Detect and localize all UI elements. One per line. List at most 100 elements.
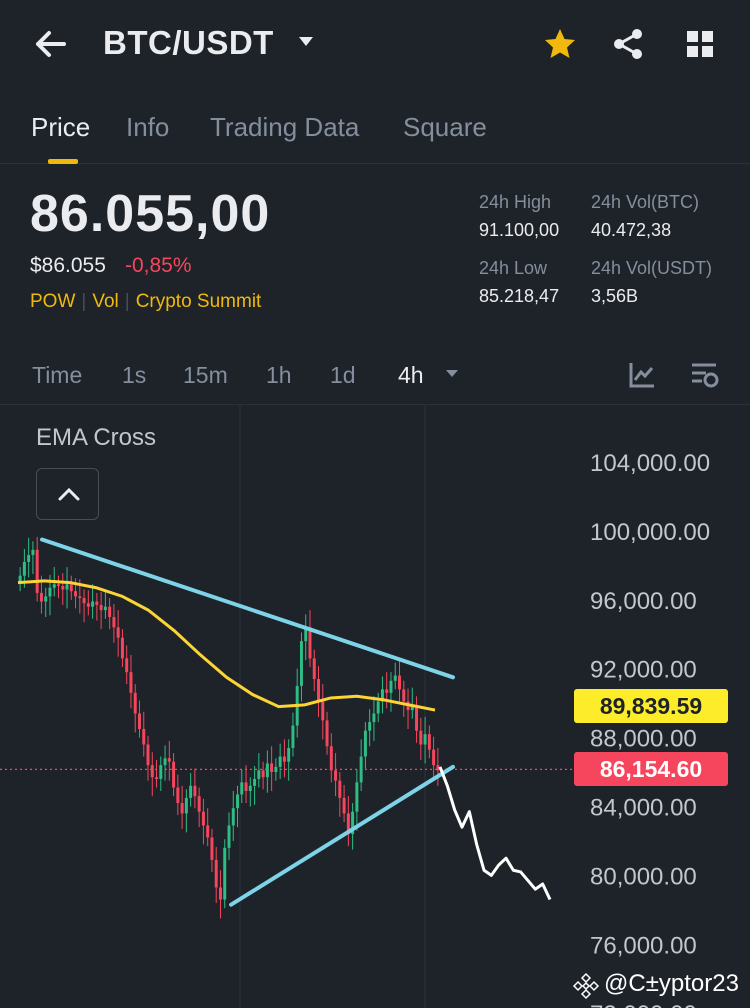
vol-usdt-value: 3,56B xyxy=(591,286,639,306)
candle-body xyxy=(398,675,401,690)
candle-body xyxy=(214,859,218,888)
candle-body xyxy=(69,584,73,592)
indicator-label: EMA Cross xyxy=(36,424,157,451)
last-price: 86.055,00 xyxy=(30,185,271,243)
candle-body xyxy=(346,813,350,835)
high-value: 91.100,00 xyxy=(479,220,560,240)
candle-body xyxy=(52,584,56,588)
tf-15m[interactable]: 15m xyxy=(183,362,228,388)
usd-value: $86.055 xyxy=(30,254,106,277)
ema-line xyxy=(17,579,436,712)
tab-trading-data[interactable]: Trading Data xyxy=(210,112,360,142)
candle-body xyxy=(27,555,31,562)
active-tab-indicator xyxy=(48,159,78,164)
candle-body xyxy=(78,596,82,599)
candle-body xyxy=(210,837,214,860)
vol-btc-value: 40.472,38 xyxy=(591,220,672,240)
y-tick-label: 104,000.00 xyxy=(590,450,710,477)
candle-body xyxy=(248,785,252,791)
candle-body xyxy=(334,770,338,781)
tag-crypto-summit[interactable]: Crypto Summit xyxy=(135,291,262,312)
tag-pow[interactable]: POW xyxy=(30,291,76,312)
candle-body xyxy=(261,770,265,778)
candle-body xyxy=(427,734,431,750)
vol-btc-label: 24h Vol(BTC) xyxy=(591,192,700,212)
candle-body xyxy=(376,701,380,714)
candle-body xyxy=(329,746,333,771)
candle-body xyxy=(163,758,167,766)
trendline xyxy=(40,537,455,680)
collapse-button[interactable] xyxy=(36,468,99,520)
candle-body xyxy=(184,797,188,814)
candle-body xyxy=(39,592,43,602)
top-bar: BTC/USDT xyxy=(0,0,750,92)
candle-body xyxy=(223,847,227,900)
candle-body xyxy=(65,584,69,590)
caret-down-icon[interactable] xyxy=(296,34,316,50)
candle-body xyxy=(436,765,440,771)
y-tick-label: 88,000.00 xyxy=(590,726,697,753)
y-tick-label: 100,000.00 xyxy=(590,519,710,546)
candle-body xyxy=(359,756,363,783)
candle-body xyxy=(325,720,329,747)
candle-body xyxy=(304,627,308,642)
candle-body xyxy=(415,704,419,731)
tf-1h[interactable]: 1h xyxy=(266,362,292,388)
indicator-icon[interactable] xyxy=(626,360,658,390)
candle-body xyxy=(137,713,141,729)
candle-body xyxy=(299,641,303,686)
star-icon[interactable] xyxy=(542,26,578,62)
candlestick-chart[interactable]: 104,000.00 100,000.00 96,000.00 92,000.00 88… xyxy=(0,405,750,1008)
candle-body xyxy=(201,811,205,826)
candle-body xyxy=(363,730,367,757)
candle-body xyxy=(355,782,359,812)
vol-usdt-label: 24h Vol(USDT) xyxy=(591,258,713,278)
candle-body xyxy=(218,887,222,900)
candle-body xyxy=(393,675,397,681)
candle-body xyxy=(380,689,384,702)
tag-vol[interactable]: Vol xyxy=(92,291,119,312)
chart-area[interactable]: 104,000.00 100,000.00 96,000.00 92,000.00 88… xyxy=(0,404,750,1008)
candle-body xyxy=(95,601,99,605)
candle-body xyxy=(57,584,60,587)
candle-body xyxy=(99,604,103,611)
tf-1d[interactable]: 1d xyxy=(330,362,356,388)
candle-body xyxy=(44,596,48,602)
candle-body xyxy=(133,692,137,714)
tf-time[interactable]: Time xyxy=(32,362,83,388)
pair-title[interactable]: BTC/USDT xyxy=(103,24,274,61)
tf-1s[interactable]: 1s xyxy=(122,362,147,388)
candle-body xyxy=(423,734,427,745)
main-tabs: Price Info Trading Data Square xyxy=(0,100,750,164)
share-icon[interactable] xyxy=(610,26,646,62)
candle-body xyxy=(274,766,278,773)
candle-body xyxy=(240,782,244,795)
candle-body xyxy=(402,689,406,702)
candle-body xyxy=(48,587,52,597)
grid-icon[interactable] xyxy=(682,26,718,62)
candle-body xyxy=(159,765,163,779)
trendline xyxy=(229,764,455,907)
y-tick-label: 96,000.00 xyxy=(590,588,697,615)
candle-body xyxy=(287,747,291,762)
candle-body xyxy=(120,637,124,659)
chevron-up-icon xyxy=(58,487,80,501)
chart-settings-icon[interactable] xyxy=(688,360,720,390)
tab-info[interactable]: Info xyxy=(126,112,170,142)
candle-body xyxy=(244,782,248,791)
candle-body xyxy=(61,586,65,590)
candle-body xyxy=(155,777,159,779)
candle-body xyxy=(74,591,78,597)
candle-body xyxy=(91,601,95,607)
candle-body xyxy=(35,549,39,593)
tf-4h[interactable]: 4h xyxy=(398,362,424,388)
tab-price[interactable]: Price xyxy=(31,112,91,142)
candle-body xyxy=(317,679,321,702)
y-tick-label: 76,000.00 xyxy=(590,932,697,959)
tab-square[interactable]: Square xyxy=(403,112,487,142)
back-arrow-icon[interactable] xyxy=(30,24,70,64)
y-tick-label: 92,000.00 xyxy=(590,657,697,684)
y-tick-label: 80,000.00 xyxy=(590,863,697,890)
caret-down-icon[interactable] xyxy=(444,368,460,380)
candle-body xyxy=(231,808,235,826)
